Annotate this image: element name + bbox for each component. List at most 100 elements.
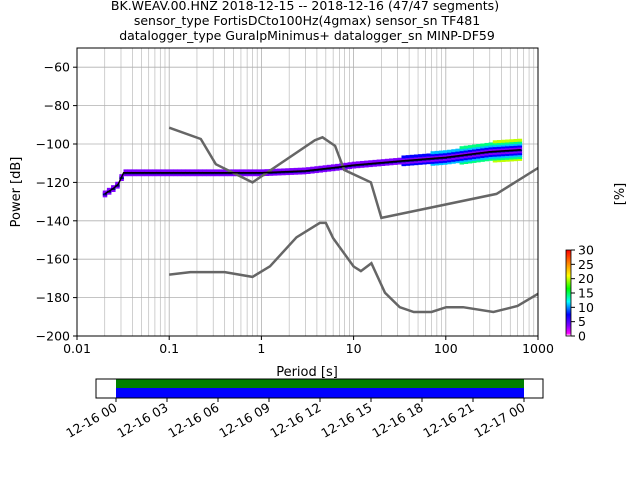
psd-cell [140, 173, 145, 177]
psd-cell [413, 162, 419, 166]
psd-cell [501, 139, 506, 143]
psd-cell [459, 157, 465, 161]
psd-cell [218, 169, 224, 173]
psd-cell [401, 157, 406, 161]
psd-cell [492, 144, 498, 148]
x-tick-label: 1000 [522, 341, 554, 356]
psd-cell [177, 169, 182, 173]
psd-cell [289, 168, 294, 172]
psd-cell [119, 178, 124, 182]
psd-cell [505, 147, 510, 151]
psd-cell [513, 158, 519, 162]
psd-cell [318, 169, 324, 173]
coverage-tick-label: 12-16 15 [318, 400, 374, 441]
psd-cell [430, 160, 436, 164]
psd-cell [376, 163, 382, 167]
psd-cell [318, 165, 324, 169]
psd-cell [442, 157, 448, 161]
psd-cell [434, 150, 440, 154]
psd-cell [169, 173, 174, 177]
psd-cell [202, 173, 207, 177]
psd-cell [496, 151, 502, 155]
psd-cell [463, 147, 469, 151]
psd-cell [430, 162, 436, 166]
psd-cell [177, 173, 182, 177]
psd-cell [459, 148, 465, 152]
psd-cell [505, 156, 510, 160]
psd-cell [413, 154, 419, 158]
psd-cell [198, 169, 203, 173]
psd-cell [472, 150, 477, 154]
coverage-bars [116, 379, 524, 398]
psd-cell [405, 160, 411, 164]
psd-cell [496, 157, 502, 161]
psd-cell [517, 156, 523, 160]
psd-cell [480, 156, 485, 160]
psd-cell [513, 154, 519, 158]
psd-cell [148, 169, 153, 173]
psd-cell [438, 158, 444, 162]
psd-cell [243, 169, 249, 173]
psd-cell [488, 148, 494, 152]
psd-cell [376, 159, 382, 163]
psd-cell [480, 153, 485, 157]
psd-cell [380, 159, 386, 163]
psd-cell [181, 173, 187, 177]
psd-cell [509, 139, 514, 143]
psd-cell [239, 169, 245, 173]
psd-cell [405, 155, 411, 159]
psd-cell [223, 169, 228, 173]
psd-cell [476, 155, 481, 159]
psd-cell [472, 154, 477, 158]
psd-cell [351, 161, 357, 165]
psd-cell [401, 163, 406, 167]
psd-cell [135, 169, 141, 173]
psd-cell [455, 160, 460, 164]
psd-cell [467, 156, 473, 160]
psd-cell [401, 161, 406, 165]
psd-cell [451, 151, 456, 155]
psd-cell [173, 169, 178, 173]
psd-cell [459, 150, 465, 154]
psd-cell [268, 172, 274, 176]
psd-cell [505, 139, 510, 143]
psd-cell [442, 154, 448, 158]
psd-cell [501, 143, 506, 147]
y-tick-label: −200 [36, 329, 70, 344]
psd-cell [285, 168, 290, 172]
psd-cell [140, 169, 145, 173]
psd-cell [472, 156, 477, 160]
psd-cell [343, 162, 348, 166]
psd-cell [289, 171, 294, 175]
psd-cell [451, 158, 456, 162]
psd-cell [206, 173, 211, 177]
psd-cell [123, 173, 128, 177]
psd-cell [152, 169, 158, 173]
y-tick-label: −120 [36, 175, 70, 190]
psd-cell [438, 160, 444, 164]
psd-cell [492, 155, 498, 159]
psd-cell [426, 153, 431, 157]
psd-cell [322, 169, 328, 173]
psd-cell [306, 167, 311, 171]
psd-cell [426, 161, 431, 165]
psd-cell [156, 173, 162, 177]
psd-cell [472, 146, 477, 150]
x-tick-label: 100 [434, 341, 458, 356]
x-axis-label: Period [s] [276, 365, 338, 380]
psd-cell [517, 138, 523, 142]
psd-cell [218, 173, 224, 177]
psd-cell [148, 173, 153, 177]
psd-cell [492, 142, 498, 146]
psd-cell [422, 161, 427, 165]
psd-cell [480, 158, 485, 162]
psd-cell [102, 190, 108, 194]
psd-cell [505, 141, 510, 145]
psd-cell [426, 155, 431, 159]
plot-background [77, 48, 538, 336]
psd-cell [442, 161, 448, 165]
psd-plot: 0.01 0.1 1 10 100 1000 −200 −180 −160 −140 −120 −1… [9, 47, 554, 380]
psd-cell [247, 173, 253, 177]
psd-cell [501, 158, 506, 162]
